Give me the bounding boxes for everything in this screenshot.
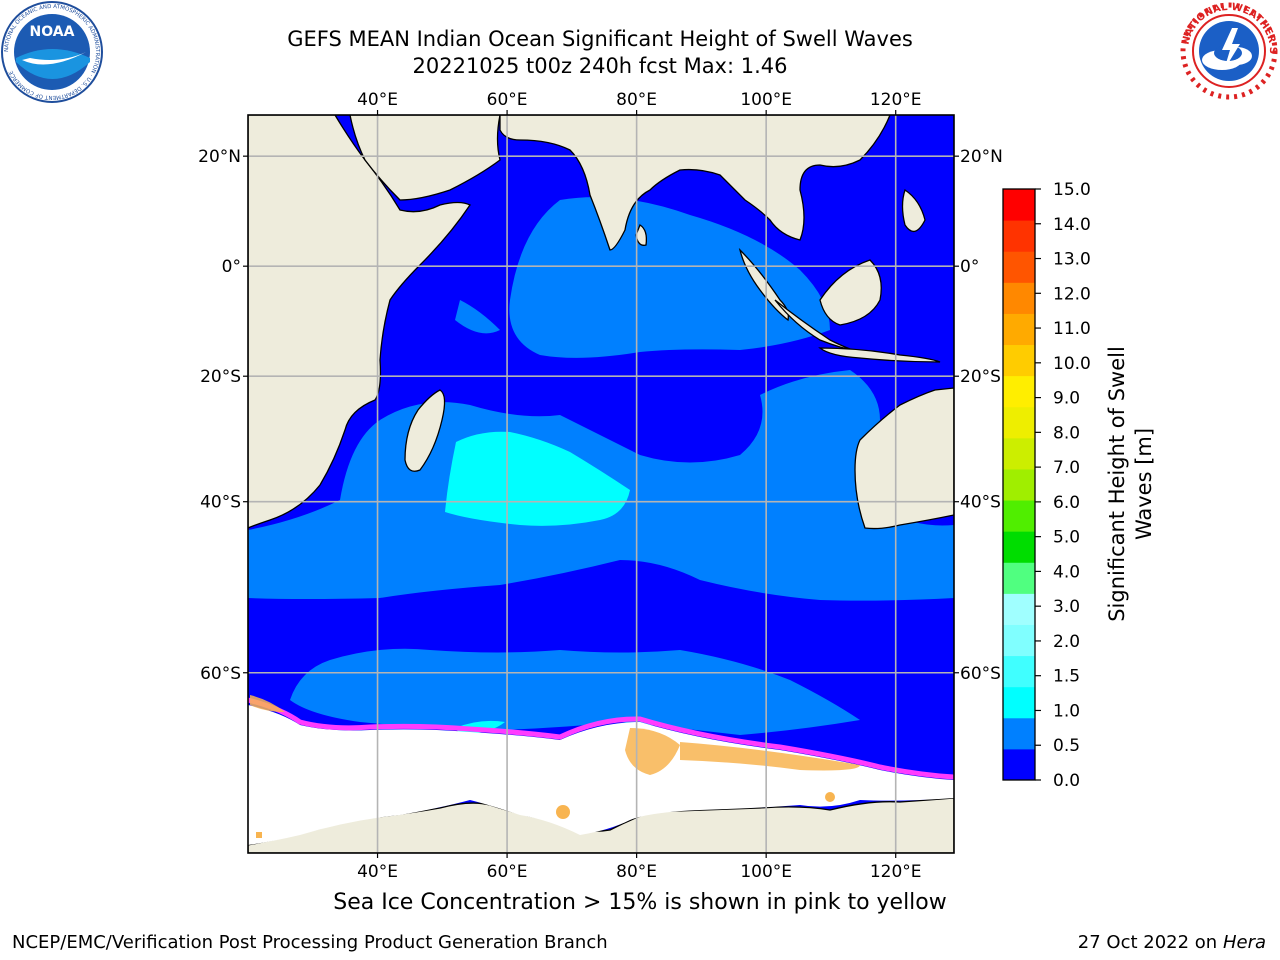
colorbar-label-line1: Significant Height of Swell (1105, 346, 1129, 622)
colorbar-tick-label: 0.0 (1053, 771, 1080, 791)
sea-ice-edge (248, 697, 954, 780)
map-title: GEFS MEAN Indian Ocean Significant Heigh… (287, 27, 913, 51)
sea-ice-high-concentration-c (250, 695, 285, 712)
colorbar-segment (1003, 189, 1035, 221)
colorbar-tick-label: 11.0 (1053, 319, 1091, 339)
land-madagascar (404, 389, 446, 472)
colorbar-segment (1003, 717, 1035, 750)
map-ticks (243, 110, 959, 858)
lat-label-right: 20°N (960, 147, 1003, 167)
land-borneo (819, 259, 882, 326)
lon-label-bottom: 120°E (870, 862, 922, 882)
sea-ice-patch (556, 805, 570, 819)
lat-label-right: 60°S (960, 664, 1001, 684)
colorbar-segment (1003, 406, 1035, 439)
lat-label-left: 20°S (200, 367, 241, 387)
lon-label-bottom: 100°E (740, 862, 792, 882)
lat-label-left: 40°S (200, 493, 241, 513)
nws-logo (1180, 2, 1278, 100)
colorbar-tick-label: 13.0 (1053, 250, 1091, 270)
colorbar-segment (1003, 593, 1035, 625)
footer-date: 27 Oct 2022 on Hera (1078, 932, 1266, 953)
colorbar-tick-label: 15.0 (1053, 180, 1091, 200)
sea-ice-patch (825, 792, 835, 802)
lon-label-top: 40°E (357, 90, 398, 110)
colorbar-segment (1003, 562, 1035, 594)
swell-zone-0.5-1.0-d (455, 300, 500, 334)
colorbar: 0.0 0.5 1.0 1.5 2.0 3.0 4.0 5.0 6.0 7.0 8.0 9.0 10.0… (1002, 180, 1091, 791)
land-masses (248, 115, 954, 853)
sea-ice-high-concentration (625, 728, 680, 775)
colorbar-tick-label: 10.0 (1053, 354, 1091, 374)
lon-label-bottom: 40°E (357, 862, 398, 882)
lat-label-left: 60°S (200, 664, 241, 684)
lon-label-top: 120°E (870, 90, 922, 110)
lon-label-bottom: 80°E (616, 862, 657, 882)
sea-ice-high-concentration-b (680, 742, 860, 771)
colorbar-tick-label: 12.0 (1053, 284, 1091, 304)
colorbar-segment (1003, 686, 1035, 719)
footer-date-text: 27 Oct 2022 on (1077, 932, 1223, 953)
land-philippines (901, 188, 926, 232)
land-australia (854, 387, 954, 530)
colorbar-tick-label: 0.5 (1053, 736, 1080, 756)
lon-label-top: 60°E (487, 90, 528, 110)
swell-zone-0.5-1.0 (509, 197, 830, 358)
colorbar-tick-label: 3.0 (1053, 597, 1080, 617)
colorbar-tick-label: 1.0 (1053, 701, 1080, 721)
nws-ring-text: NATIONAL WEATHER SERVICE (0, 0, 1278, 54)
lat-label-right: 20°S (960, 367, 1001, 387)
colorbar-segment (1003, 313, 1035, 346)
colorbar-segment (1003, 437, 1035, 470)
colorbar-segment (1003, 251, 1035, 283)
lat-label-left: 0° (222, 257, 241, 277)
colorbar-segment (1003, 531, 1035, 563)
land-java (818, 347, 941, 363)
colorbar-frame (1002, 188, 1036, 781)
colorbar-tick-label: 7.0 (1053, 458, 1080, 478)
map-subtitle: 20221025 t00z 240h fcst Max: 1.46 (412, 54, 788, 78)
lat-label-right: 40°S (960, 493, 1001, 513)
colorbar-segment (1003, 655, 1035, 688)
land-africa (248, 115, 471, 529)
map-axis-labels: 40°E 40°E 60°E 60°E 80°E 80°E 100°E 100°E 120°E 1… (198, 90, 1003, 882)
colorbar-segment (1003, 282, 1035, 314)
sea-ice-patch (256, 832, 262, 838)
footer-host: Hera (1222, 932, 1266, 953)
colorbar-segment (1003, 500, 1035, 532)
lon-label-top: 80°E (616, 90, 657, 110)
map-gridlines (248, 115, 954, 853)
map-frame (247, 114, 955, 854)
colorbar-tick-label: 14.0 (1053, 215, 1091, 235)
swell-zone-0.5-1.0-c (290, 648, 860, 735)
colorbar-segment (1003, 748, 1035, 781)
land-asia-north (499, 115, 891, 251)
colorbar-tick-label: 8.0 (1053, 423, 1080, 443)
colorbar-tick-label: 1.5 (1053, 667, 1080, 687)
colorbar-segment (1003, 375, 1035, 408)
colorbar-tick-label: 6.0 (1053, 493, 1080, 513)
noaa-logo: NOAA (1, 1, 103, 103)
sea-ice-caption: Sea Ice Concentration > 15% is shown in … (333, 890, 947, 915)
sea-ice-zone (248, 705, 954, 845)
colorbar-label-line2: Waves [m] (1132, 428, 1156, 540)
noaa-logo-text: NOAA (30, 24, 75, 40)
colorbar-segment (1003, 220, 1035, 252)
colorbar-tick-label: 5.0 (1053, 528, 1080, 548)
land-arabia (349, 115, 501, 201)
footer-branch: NCEP/EMC/Verification Post Processing Pr… (12, 932, 608, 953)
colorbar-segment (1003, 468, 1035, 501)
lat-label-right: 0° (960, 257, 979, 277)
lon-label-top: 100°E (740, 90, 792, 110)
lon-label-bottom: 60°E (487, 862, 528, 882)
colorbar-segment (1003, 344, 1035, 377)
colorbar-tick-label: 4.0 (1053, 562, 1080, 582)
colorbar-tick-label: 2.0 (1053, 632, 1080, 652)
colorbar-tick-label: 9.0 (1053, 389, 1080, 409)
colorbar-segment (1003, 624, 1035, 657)
noaa-ring-text: NATIONAL OCEANIC AND ATMOSPHERIC ADMINIS… (4, 4, 100, 100)
lat-label-left: 20°N (198, 147, 241, 167)
